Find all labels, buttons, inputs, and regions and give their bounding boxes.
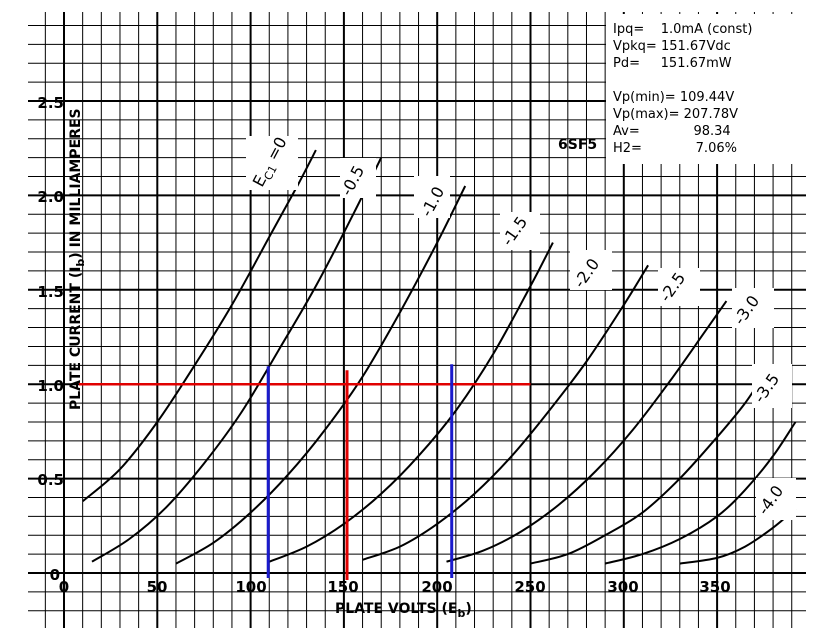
x-tick-label: 300 [607,578,638,596]
curves [82,149,797,565]
x-tick-label: 350 [699,578,730,596]
x-axis-label: PLATE VOLTS (Eb) [335,601,472,620]
plate-curve-2 [175,185,467,565]
av-readout: Av= 98.34 [613,124,731,139]
plate-curve-6 [530,374,765,565]
tick-labels: 0 50 100 150 200 250 300 350 0 0.5 1.0 1… [37,94,730,596]
y-tick-label: 0 [50,566,60,584]
operating-lines [78,364,531,580]
y-tick-label: 1.0 [37,377,64,395]
y-tick-label: 2.0 [37,188,64,206]
x-tick-label: 100 [235,578,266,596]
pd-readout: Pd= 151.67mW [613,56,732,71]
y-tick-label: 0.5 [37,471,64,489]
tube-type-label: 6SF5 [558,137,597,153]
plate-curve-8 [679,508,797,565]
curve-labels: EC1 =0 -0.5 -1.0 -1.5 -2.0 -2.5 -3.0 -3.… [246,134,796,520]
x-tick-label: 50 [147,578,168,596]
h2-readout: H2= 7.06% [613,141,737,156]
plate-curve-0 [82,149,317,503]
plate-curve-1 [91,157,383,563]
y-tick-label: 2.5 [37,94,64,112]
x-tick-label: 0 [59,578,69,596]
y-axis-label: PLATE CURRENT (Ib) IN MILLIAMPERES [68,108,87,410]
x-tick-label: 150 [327,578,358,596]
plate-curve-5 [446,300,728,563]
plate-curve-3 [268,242,554,563]
vpmax-readout: Vp(max)= 207.78V [613,107,738,122]
x-tick-label: 250 [514,578,545,596]
operating-point-info: Ipq= 1.0mA (const) Vpkq= 151.67Vdc Pd= 1… [606,14,816,164]
plate-curve-4 [362,264,649,561]
plate-curve-7 [604,421,797,565]
grid [28,12,806,628]
x-tick-label: 200 [421,578,452,596]
y-tick-label: 1.5 [37,283,64,301]
vpkq-readout: Vpkq= 151.67Vdc [613,39,731,54]
vpmin-readout: Vp(min)= 109.44V [613,90,734,105]
ipq-readout: Ipq= 1.0mA (const) [613,22,752,37]
